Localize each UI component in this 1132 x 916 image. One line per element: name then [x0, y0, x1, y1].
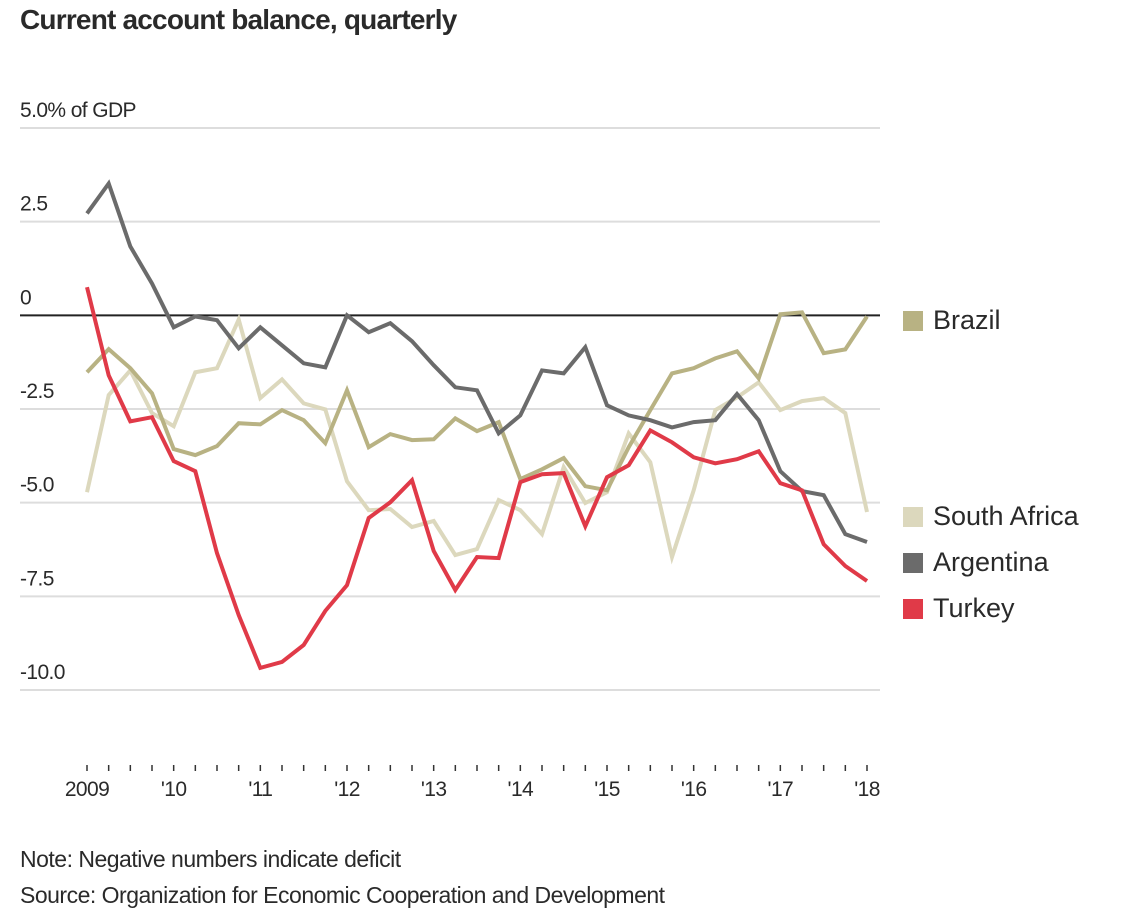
y-tick-label: -5.0: [20, 474, 54, 497]
legend-swatch: [903, 552, 923, 573]
y-tick-label: 5.0% of GDP: [20, 99, 136, 122]
series-line-south-africa: [85, 313, 869, 565]
legend-label: Turkey: [933, 593, 1015, 623]
series-line-brazil: [85, 310, 869, 493]
x-tick-label: '17: [768, 778, 794, 801]
y-axis-ticks: 5.0% of GDP 2.5 0 -2.5 -5.0 -7.5 -10.0: [20, 99, 137, 684]
y-tick-label: -2.5: [20, 380, 54, 403]
legend-item-brazil: Brazil: [903, 305, 1001, 336]
legend-item-south-africa: South Africa: [903, 501, 1079, 532]
legend-label: Argentina: [933, 547, 1049, 577]
legend-item-argentina: Argentina: [903, 547, 1049, 578]
legend-swatch: [903, 310, 923, 331]
x-tick-label: '14: [508, 778, 534, 801]
x-tick-label: '12: [334, 778, 360, 801]
note-text: Note: Negative numbers indicate deficit: [20, 846, 401, 872]
series-lines: [85, 179, 869, 671]
gridlines: [20, 127, 880, 691]
x-tick-label: '10: [161, 778, 187, 801]
x-tick-label: 2009: [65, 778, 109, 801]
chart-title: Current account balance, quarterly: [20, 4, 457, 35]
source-text: Source: Organization for Economic Cooper…: [20, 882, 665, 908]
series-line-turkey: [85, 286, 869, 671]
y-tick-label: 2.5: [20, 193, 47, 216]
legend-item-turkey: Turkey: [903, 593, 1015, 624]
legend-label: South Africa: [933, 501, 1079, 531]
y-tick-label: -7.5: [20, 567, 54, 590]
x-tick-label: '11: [248, 778, 272, 801]
y-tick-label: -10.0: [20, 661, 65, 684]
x-axis: 2009 '10 '11 '12 '13 '14 '15 '16 '17 '18: [65, 765, 880, 801]
y-tick-label: 0: [20, 286, 31, 309]
legend-label: Brazil: [933, 305, 1001, 335]
series-line-argentina: [85, 179, 868, 544]
legend-swatch: [903, 598, 923, 619]
x-tick-label: '16: [681, 778, 707, 801]
x-tick-label: '15: [594, 778, 620, 801]
x-tick-label: '13: [421, 778, 447, 801]
x-tick-label: '18: [854, 778, 880, 801]
legend-swatch: [903, 506, 923, 527]
